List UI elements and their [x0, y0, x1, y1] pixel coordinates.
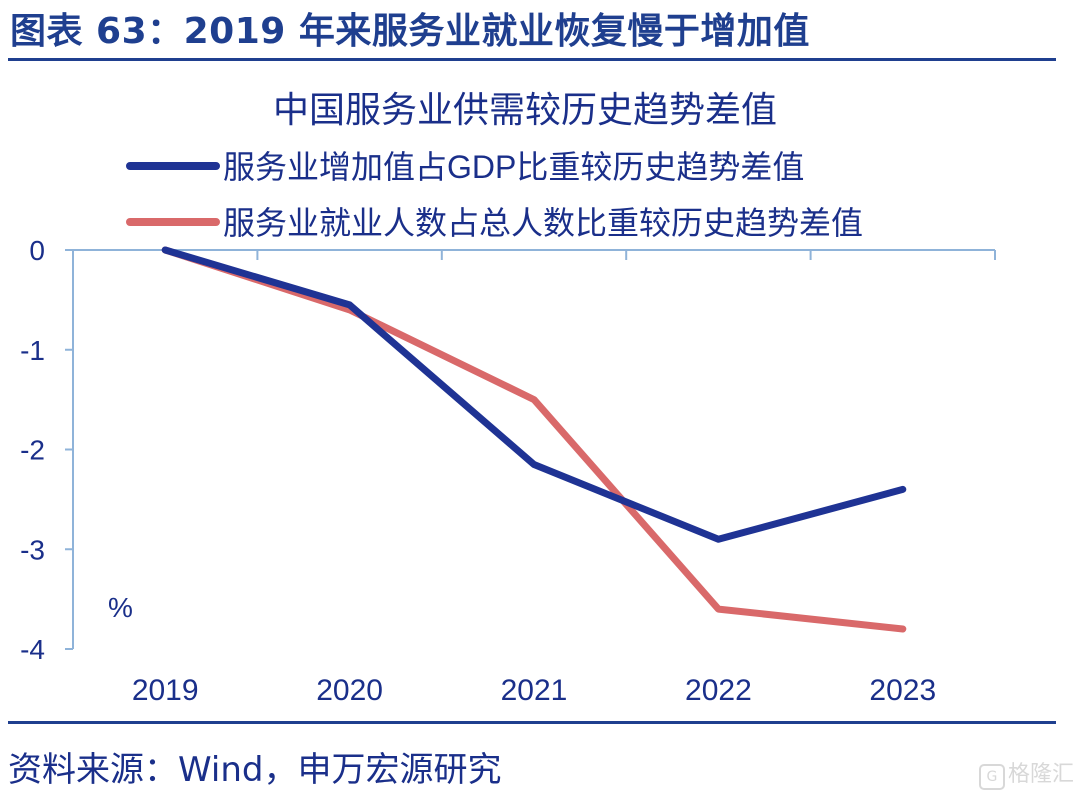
y-tick-label: -1 [20, 335, 45, 366]
y-tick-label: -4 [20, 634, 45, 665]
x-tick-label: 2023 [869, 674, 936, 707]
figure-title: 图表 63：2019 年来服务业就业恢复慢于增加值 [10, 11, 810, 52]
y-tick-label: -3 [20, 534, 45, 565]
chart-title: 中国服务业供需较历史趋势差值 [273, 89, 777, 130]
axes: 0 -1 -2 -3 -4 2019 2020 2021 2022 2023 [20, 235, 996, 707]
legend-label: 服务业就业人数占总人数比重较历史趋势差值 [223, 205, 863, 241]
line-chart: 中国服务业供需较历史趋势差值 服务业增加值占GDP比重较历史趋势差值服务业就业人… [20, 89, 996, 707]
y-tick-label: 0 [29, 235, 45, 266]
x-tick-label: 2019 [132, 674, 199, 707]
watermark-text: 格隆汇 [1007, 762, 1074, 787]
y-unit-label: % [108, 592, 133, 623]
x-tick-label: 2020 [316, 674, 383, 707]
series-lines [161, 246, 907, 633]
series-line-services-value-added [161, 246, 907, 543]
watermark-logo-icon: G [978, 764, 1005, 790]
source-rule [8, 721, 1056, 724]
legend-label: 服务业增加值占GDP比重较历史趋势差值 [223, 149, 804, 185]
x-tick-label: 2021 [501, 674, 568, 707]
series-line-services-employment [161, 246, 907, 633]
watermark: G 格隆汇 [978, 756, 1074, 790]
title-rule [8, 58, 1056, 61]
source-note: 资料来源：Wind，申万宏源研究 [8, 750, 502, 790]
x-tick-label: 2022 [685, 674, 752, 707]
y-tick-label: -2 [20, 435, 45, 466]
